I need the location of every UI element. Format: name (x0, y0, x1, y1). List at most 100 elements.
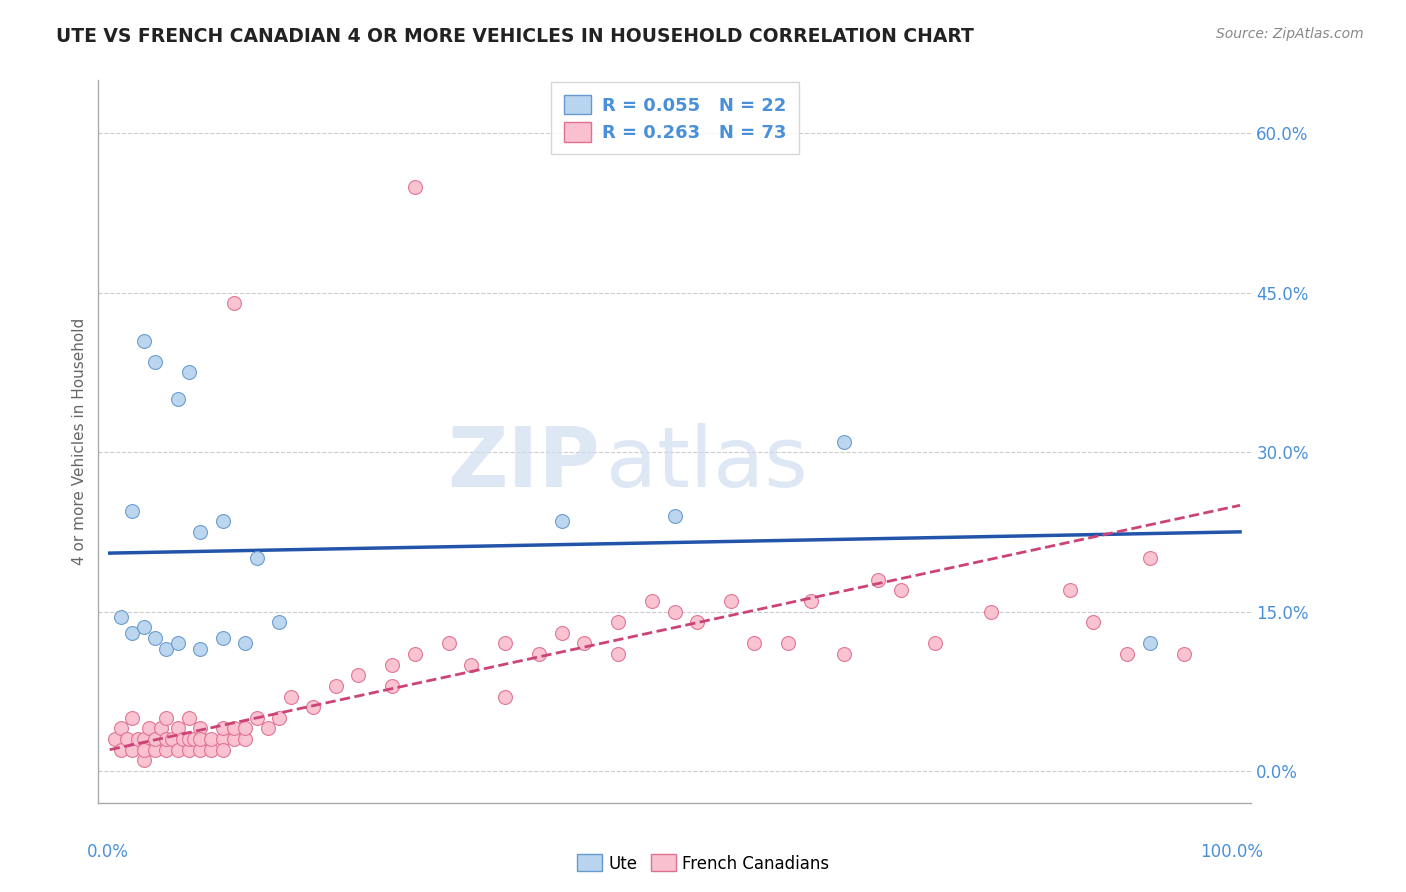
Point (211, 631, 233, 645)
Point (177, 711, 200, 725)
Point (188, 524, 211, 539)
Point (1139, 551, 1161, 566)
Point (257, 722, 280, 736)
Point (211, 514, 233, 528)
Point (211, 742, 233, 756)
Point (437, 636, 460, 650)
Point (529, 647, 551, 661)
Point (607, 615, 630, 630)
Point (183, 732, 205, 747)
Point (742, 636, 765, 650)
Point (177, 732, 200, 747)
Point (149, 722, 172, 736)
Y-axis label: 4 or more Vehicles in Household: 4 or more Vehicles in Household (72, 318, 87, 566)
Point (890, 583, 912, 598)
Point (776, 636, 799, 650)
Point (720, 594, 742, 608)
Point (607, 647, 630, 661)
Point (155, 742, 177, 756)
Point (980, 605, 1002, 619)
Point (1059, 583, 1081, 598)
Point (494, 636, 516, 650)
Point (574, 636, 596, 650)
Text: Source: ZipAtlas.com: Source: ZipAtlas.com (1216, 27, 1364, 41)
Point (166, 392, 188, 406)
Point (494, 690, 516, 704)
Point (222, 732, 245, 747)
Point (404, 179, 426, 194)
Point (121, 711, 143, 725)
Point (110, 610, 132, 624)
Point (143, 631, 166, 645)
Legend: Ute, French Canadians: Ute, French Canadians (569, 847, 837, 880)
Point (188, 732, 211, 747)
Point (347, 668, 370, 682)
Point (460, 657, 482, 672)
Point (302, 700, 325, 714)
Point (132, 620, 155, 634)
Text: ZIP: ZIP (447, 423, 600, 504)
Point (188, 742, 211, 756)
Point (404, 647, 426, 661)
Point (246, 711, 269, 725)
Point (381, 679, 404, 693)
Point (155, 641, 177, 656)
Point (211, 732, 233, 747)
Text: atlas: atlas (606, 423, 807, 504)
Point (235, 732, 257, 747)
Point (641, 594, 664, 608)
Point (211, 722, 233, 736)
Point (834, 647, 856, 661)
Point (924, 636, 946, 650)
Point (127, 732, 149, 747)
Point (246, 551, 269, 566)
Point (1116, 647, 1139, 661)
Point (121, 503, 143, 517)
Point (177, 742, 200, 756)
Point (551, 514, 574, 528)
Point (664, 508, 686, 523)
Point (799, 594, 821, 608)
Point (1173, 647, 1195, 661)
Point (325, 679, 347, 693)
Point (138, 722, 160, 736)
Point (381, 657, 404, 672)
Point (121, 625, 143, 640)
Point (664, 605, 686, 619)
Point (222, 296, 245, 310)
Point (235, 636, 257, 650)
Text: 0.0%: 0.0% (87, 843, 129, 861)
Point (1139, 636, 1161, 650)
Point (280, 690, 302, 704)
Point (200, 732, 222, 747)
Point (132, 753, 155, 767)
Text: 100.0%: 100.0% (1199, 843, 1263, 861)
Point (188, 722, 211, 736)
Point (551, 625, 574, 640)
Point (155, 711, 177, 725)
Point (155, 732, 177, 747)
Point (200, 742, 222, 756)
Point (143, 742, 166, 756)
Point (834, 434, 856, 449)
Point (132, 334, 155, 348)
Point (110, 742, 132, 756)
Point (110, 722, 132, 736)
Point (132, 742, 155, 756)
Point (269, 615, 291, 630)
Point (868, 573, 890, 587)
Point (115, 732, 138, 747)
Legend: R = 0.055   N = 22, R = 0.263   N = 73: R = 0.055 N = 22, R = 0.263 N = 73 (551, 82, 799, 154)
Point (104, 732, 127, 747)
Point (686, 615, 709, 630)
Point (166, 722, 188, 736)
Point (132, 732, 155, 747)
Text: UTE VS FRENCH CANADIAN 4 OR MORE VEHICLES IN HOUSEHOLD CORRELATION CHART: UTE VS FRENCH CANADIAN 4 OR MORE VEHICLE… (56, 27, 974, 45)
Point (166, 636, 188, 650)
Point (172, 732, 194, 747)
Point (188, 641, 211, 656)
Point (1081, 615, 1104, 630)
Point (143, 732, 166, 747)
Point (121, 742, 143, 756)
Point (222, 722, 245, 736)
